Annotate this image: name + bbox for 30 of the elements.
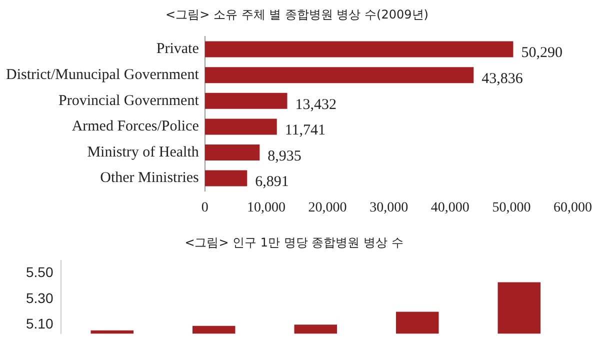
data-label: 13,432 xyxy=(295,96,336,113)
y-tick-label: Provincial Government xyxy=(58,92,200,109)
y-tick-label: Private xyxy=(156,41,200,58)
x-tick-label: 40,000 xyxy=(430,200,470,216)
x-tick-label: 50,000 xyxy=(492,200,531,216)
y-tick-label: 5.50 xyxy=(26,264,54,280)
y-tick-label: Other Ministries xyxy=(100,170,200,186)
bar xyxy=(204,118,277,135)
bar xyxy=(204,92,288,109)
y-tick-label: Armed Forces/Police xyxy=(72,118,200,135)
y-tick-label: 5.30 xyxy=(26,290,54,306)
y-tick-label: 5.10 xyxy=(26,315,54,332)
x-tick-label: 60,000 xyxy=(554,200,592,216)
y-tick-label: Ministry of Health xyxy=(87,144,200,160)
bar xyxy=(204,170,248,186)
data-label: 8,935 xyxy=(268,148,302,164)
bar xyxy=(204,144,260,160)
chart-title: <그림> 소유 주체 별 종합병원 병상 수(2009년) xyxy=(166,7,428,22)
y-tick-label: District/Munucipal Government xyxy=(6,67,200,84)
x-tick-label: 10,000 xyxy=(246,200,286,216)
chart-title: <그림> 인구 1만 명당 종합병원 병상 수 xyxy=(184,235,404,250)
bar xyxy=(204,41,514,58)
x-tick-label: 0 xyxy=(201,200,208,216)
x-tick-label: 30,000 xyxy=(370,200,408,216)
data-label: 50,290 xyxy=(521,45,562,62)
data-label: 6,891 xyxy=(255,174,289,190)
data-label: 43,836 xyxy=(482,71,524,88)
data-label: 11,741 xyxy=(284,122,326,139)
bar xyxy=(204,67,474,84)
x-tick-label: 20,000 xyxy=(308,200,347,216)
